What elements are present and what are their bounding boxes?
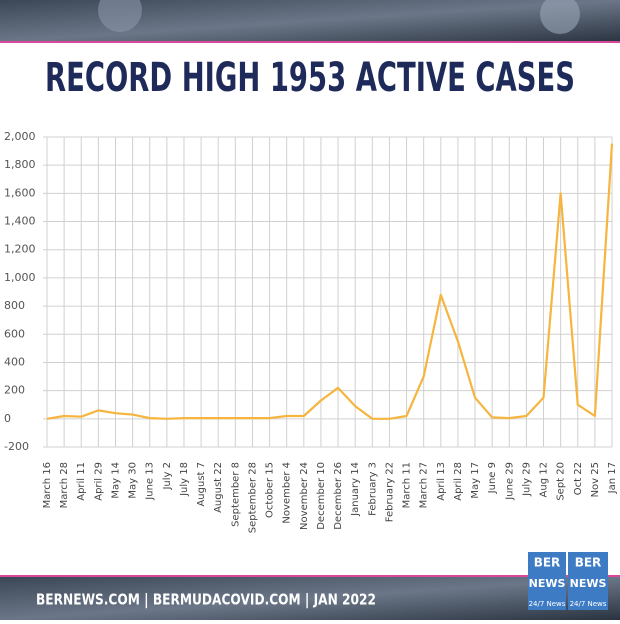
accent-line bbox=[0, 41, 620, 43]
x-tick-label: July 2 bbox=[162, 462, 173, 491]
y-tick-label: 2,000 bbox=[4, 130, 36, 143]
x-tick-label: December 10 bbox=[316, 462, 327, 530]
x-tick-label: November 24 bbox=[299, 462, 310, 530]
y-tick-label: 200 bbox=[4, 384, 25, 397]
plot: March 16 March 28 April 11 April 29 May 14 Ma… bbox=[4, 130, 618, 533]
x-tick-label: Sept 20 bbox=[556, 462, 567, 501]
x-tick-label: March 11 bbox=[402, 462, 413, 508]
footer-text: BERNEWS.COM | BERMUDACOVID.COM | JAN 202… bbox=[36, 591, 376, 610]
y-tick-label: 1,800 bbox=[4, 158, 36, 171]
virus-decor bbox=[540, 0, 580, 34]
y-tick-label: 800 bbox=[4, 299, 25, 312]
y-tick-label: 600 bbox=[4, 327, 25, 340]
y-tick-label: 1,200 bbox=[4, 243, 36, 256]
logo-text: NEWS bbox=[570, 577, 607, 590]
x-tick-label: March 28 bbox=[59, 462, 70, 508]
logo-text: BER bbox=[534, 556, 561, 570]
y-tick-label: 0 bbox=[4, 412, 11, 425]
logo-text: 24/7 News bbox=[570, 600, 607, 608]
content-bg bbox=[0, 43, 620, 575]
accent-line bbox=[0, 575, 620, 577]
x-tick-label: April 28 bbox=[453, 462, 464, 501]
x-tick-label: February 3 bbox=[367, 462, 378, 516]
x-tick-label: Aug 12 bbox=[539, 462, 550, 497]
x-tick-label: February 22 bbox=[384, 462, 395, 522]
x-tick-label: January 14 bbox=[350, 462, 361, 517]
y-tick-label: 1,000 bbox=[4, 271, 36, 284]
y-tick-label: 1,400 bbox=[4, 215, 36, 228]
y-tick-label: 1,600 bbox=[4, 186, 36, 199]
x-tick-label: November 4 bbox=[282, 462, 293, 524]
x-tick-label: April 13 bbox=[436, 462, 447, 501]
x-tick-label: August 22 bbox=[213, 462, 224, 513]
x-tick-label: May 17 bbox=[470, 462, 481, 499]
logo-text: NEWS bbox=[529, 577, 566, 590]
logo: BER NEWS 24/7 News BER NEWS 24/7 News bbox=[528, 552, 608, 610]
virus-decor bbox=[98, 0, 142, 32]
logo-text: 24/7 News bbox=[529, 600, 566, 608]
series-line bbox=[46, 143, 614, 420]
chart-title: RECORD HIGH 1953 ACTIVE CASES bbox=[45, 55, 575, 101]
x-tick-label: Oct 22 bbox=[573, 462, 584, 495]
logo-text: BER bbox=[575, 556, 602, 570]
logo-box bbox=[528, 552, 566, 610]
x-tick-label: August 7 bbox=[196, 462, 207, 507]
x-tick-label: September 28 bbox=[247, 462, 258, 533]
x-tick-label: March 16 bbox=[42, 462, 53, 508]
x-tick-label: May 30 bbox=[128, 462, 139, 499]
logo-box bbox=[568, 552, 608, 610]
y-tick-label: -200 bbox=[4, 440, 29, 453]
x-tick-label: September 8 bbox=[230, 462, 241, 527]
top-banner bbox=[0, 0, 620, 42]
x-tick-label: June 29 bbox=[504, 462, 515, 501]
x-tick-label: June 9 bbox=[487, 462, 498, 494]
x-tick-label: July 18 bbox=[179, 462, 190, 497]
x-tick-label: June 13 bbox=[145, 462, 156, 501]
x-tick-label: Nov 25 bbox=[590, 462, 601, 497]
x-tick-label: October 15 bbox=[265, 462, 276, 518]
x-tick-label: April 11 bbox=[76, 462, 87, 501]
x-tick-label: December 26 bbox=[333, 462, 344, 530]
x-tick-label: March 27 bbox=[419, 462, 430, 508]
x-tick-label: Jan 17 bbox=[607, 462, 618, 494]
x-tick-label: April 29 bbox=[93, 462, 104, 501]
x-tick-label: July 29 bbox=[521, 462, 532, 497]
x-tick-label: May 14 bbox=[110, 462, 121, 499]
bottom-banner bbox=[0, 577, 620, 620]
y-tick-label: 400 bbox=[4, 355, 25, 368]
